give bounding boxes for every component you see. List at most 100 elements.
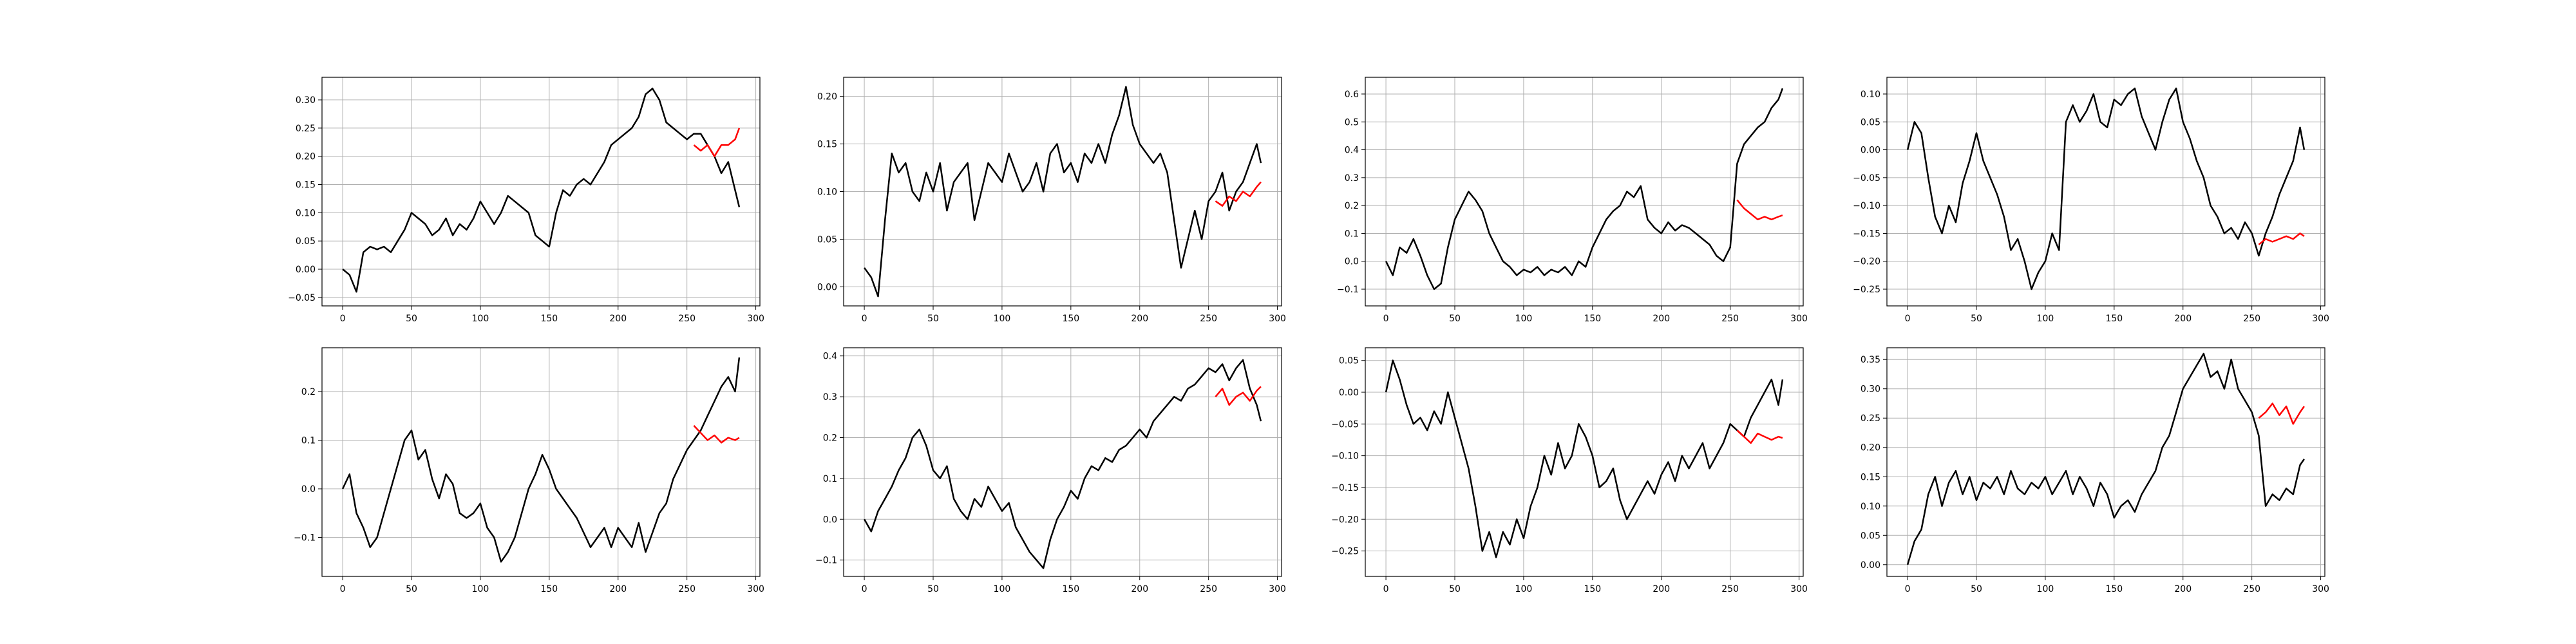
x-tick-label: 100: [472, 584, 489, 594]
y-tick-label: 0.10: [1861, 502, 1880, 512]
x-tick-label: 300: [2312, 584, 2329, 594]
y-tick-label: 0.20: [817, 92, 837, 102]
y-tick-label: −0.15: [1331, 483, 1359, 493]
subplot-6: 0 50 100 150 200 250 300 −0.1 0.0 0.1 0.2 0.3 0.4: [815, 347, 1286, 594]
y-tick-label: 0.2: [301, 387, 316, 397]
x-tick-label: 150: [1062, 314, 1079, 324]
x-tick-label: 150: [1584, 584, 1601, 594]
x-tick-label: 200: [2174, 584, 2192, 594]
x-tick-label: 200: [609, 314, 627, 324]
x-tick-label: 150: [1062, 584, 1079, 594]
y-tick-label: 0.0: [823, 515, 837, 525]
y-tick-label: −0.20: [1331, 515, 1359, 525]
x-tick-label: 50: [406, 314, 417, 324]
x-tick-label: 50: [1971, 584, 1982, 594]
y-tick-label: −0.05: [1853, 173, 1880, 184]
x-tick-label: 200: [1131, 314, 1148, 324]
y-tick-label: 0.30: [296, 95, 316, 106]
y-tick-label: 0.15: [1861, 472, 1880, 482]
y-tick-label: −0.15: [1853, 229, 1880, 239]
y-tick-label: −0.25: [1331, 547, 1359, 557]
y-tick-label: 0.6: [1345, 90, 1359, 100]
axes-frame: [843, 77, 1282, 307]
actual-series-line: [864, 86, 1262, 298]
x-tick-label: 250: [1721, 314, 1739, 324]
x-tick-label: 200: [1653, 584, 1670, 594]
plot-area: [844, 348, 1282, 576]
y-tick-label: 0.00: [1861, 146, 1880, 156]
y-tick-label: 0.35: [1861, 355, 1880, 365]
x-tick-label: 250: [2243, 584, 2260, 594]
y-tick-label: 0.3: [823, 392, 837, 402]
x-tick-label: 100: [2037, 584, 2054, 594]
y-tick-label: −0.20: [1853, 257, 1880, 267]
y-tick-label: 0.1: [823, 474, 837, 484]
plot-area: [1365, 77, 1803, 306]
y-tick-label: 0.00: [817, 282, 837, 292]
y-tick-label: −0.10: [1331, 451, 1359, 462]
y-tick-label: 0.25: [1861, 413, 1880, 424]
y-tick-label: −0.1: [1337, 285, 1359, 295]
x-tick-label: 50: [406, 584, 417, 594]
y-tick-label: 0.25: [296, 124, 316, 134]
x-tick-label: 0: [862, 314, 867, 324]
y-tick-label: 0.20: [1861, 443, 1880, 453]
subplot-2: 0 50 100 150 200 250 300 0.00 0.05 0.10 0.15 0.20: [817, 77, 1286, 324]
subplot-7: 0 50 100 150 200 250 300 −0.25 −0.20 −0.15 −0.10 −0…: [1331, 347, 1808, 594]
plot-area: [1887, 348, 2325, 576]
x-tick-label: 200: [2174, 314, 2192, 324]
y-tick-label: 0.00: [1339, 388, 1359, 398]
y-tick-label: −0.10: [1853, 201, 1880, 211]
actual-series-line: [341, 357, 741, 563]
y-tick-label: 0.00: [296, 265, 316, 275]
y-tick-label: 0.15: [817, 140, 837, 150]
forecast-series-line: [1215, 386, 1262, 406]
forecast-series-line: [1736, 430, 1783, 444]
x-tick-label: 200: [1131, 584, 1148, 594]
x-tick-label: 150: [2105, 584, 2123, 594]
plot-area: [322, 348, 760, 576]
x-tick-label: 50: [1449, 314, 1461, 324]
x-tick-label: 100: [1515, 314, 1533, 324]
actual-series-line: [864, 359, 1262, 569]
x-tick-label: 100: [994, 584, 1011, 594]
y-tick-label: 0.20: [296, 152, 316, 162]
x-tick-label: 300: [1790, 584, 1808, 594]
axes-frame: [321, 347, 761, 577]
axes-frame: [843, 347, 1282, 577]
actual-series-line: [1906, 352, 2305, 565]
x-tick-label: 300: [1269, 584, 1286, 594]
y-tick-label: 0.10: [296, 208, 316, 218]
y-tick-label: 0.05: [1861, 117, 1880, 128]
x-tick-label: 100: [472, 314, 489, 324]
x-tick-label: 0: [862, 584, 867, 594]
y-tick-label: 0.05: [1339, 356, 1359, 366]
x-tick-label: 50: [927, 314, 939, 324]
forecast-series-line: [1215, 181, 1262, 207]
subplot-3: 0 50 100 150 200 250 300 −0.1 0.0 0.1 0.2 0.3 0.4 0.5…: [1337, 77, 1808, 324]
x-tick-label: 150: [2105, 314, 2123, 324]
x-tick-label: 0: [340, 584, 346, 594]
axes-frame: [1365, 347, 1804, 577]
y-tick-label: 0.0: [1345, 257, 1359, 267]
axes-frame: [1886, 347, 2325, 577]
x-tick-label: 100: [2037, 314, 2054, 324]
y-tick-label: 0.1: [1345, 229, 1359, 239]
y-tick-label: −0.1: [294, 533, 316, 544]
y-tick-label: 0.00: [1861, 560, 1880, 571]
y-tick-label: 0.4: [1345, 146, 1359, 156]
y-tick-label: 0.05: [817, 234, 837, 245]
x-tick-label: 50: [1449, 584, 1461, 594]
plot-area: [1887, 77, 2325, 306]
x-tick-label: 250: [1200, 314, 1217, 324]
y-tick-label: 0.3: [1345, 173, 1359, 184]
axes-frame: [1365, 77, 1804, 307]
x-tick-label: 0: [1383, 584, 1389, 594]
y-tick-label: 0.4: [823, 352, 837, 362]
plot-area: [1365, 348, 1803, 576]
x-tick-label: 300: [1269, 314, 1286, 324]
subplot-5: 0 50 100 150 200 250 300 −0.1 0.0 0.1 0.2: [294, 347, 764, 594]
forecast-series-line: [2258, 402, 2305, 425]
x-tick-label: 150: [540, 584, 558, 594]
